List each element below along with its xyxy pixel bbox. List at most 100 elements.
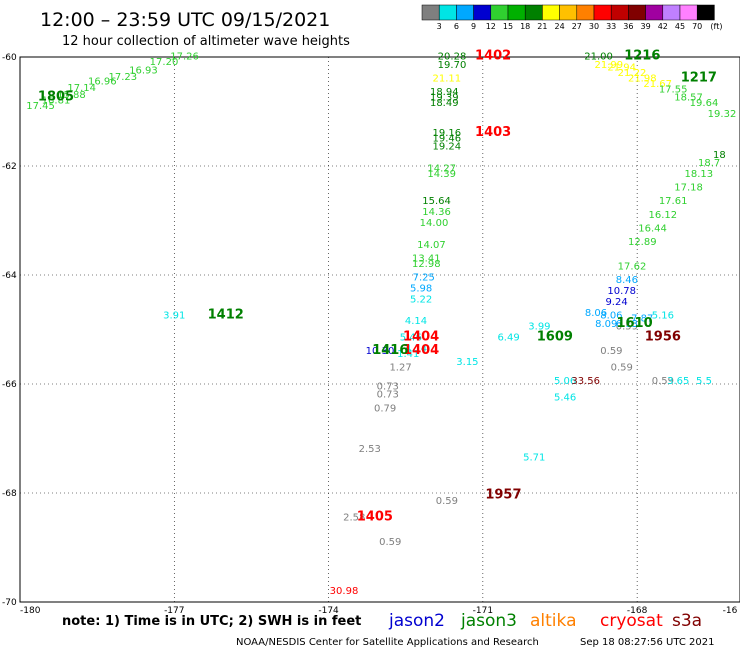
wave-height-value: 19.16	[433, 128, 462, 139]
colorbar-label: 45	[675, 22, 685, 31]
colorbar-label: 42	[658, 22, 668, 31]
colorbar-label: 18	[520, 22, 530, 31]
y-tick-label: -60	[2, 53, 17, 63]
satellite-legend-s3a: s3a	[672, 611, 702, 631]
wave-height-value: 14.27	[427, 163, 456, 174]
colorbar-swatch	[645, 4, 664, 21]
wave-height-value: 10.78	[607, 286, 636, 297]
wave-height-value: 3.65	[667, 376, 689, 387]
colorbar-swatch	[593, 4, 612, 21]
wave-height-value: 30.98	[330, 586, 359, 597]
wave-height-value: 16.44	[638, 223, 667, 234]
wave-height-value: 5.98	[410, 283, 432, 294]
wave-height-value: 21.99	[595, 60, 624, 71]
wave-height-value: 18.94	[430, 87, 459, 98]
wave-height-value: 10.30	[366, 346, 395, 357]
y-tick-label: -68	[2, 489, 17, 499]
colorbar-label: 12	[486, 22, 496, 31]
satellite-legend-altika: altika	[530, 611, 577, 631]
wave-height-value: 17.14	[67, 83, 96, 94]
pass-time-label: 1609	[537, 329, 573, 344]
colorbar-swatch	[456, 4, 474, 21]
wave-height-value: 21.22	[618, 68, 647, 79]
colorbar-label: 24	[555, 22, 565, 31]
wave-height-value: 16.81	[42, 95, 71, 106]
wave-height-value: 17.18	[674, 183, 703, 194]
pass-time-label: 1416	[372, 343, 408, 358]
wave-height-value: 6.49	[497, 332, 519, 343]
wave-height-value: 14.36	[422, 207, 451, 218]
pass-time-label: 1957	[485, 487, 521, 502]
colorbar-label: 70	[692, 22, 702, 31]
wave-height-value: 2.53	[359, 444, 381, 455]
satellite-legend: jason2 jason3 altika cryosat s3a	[388, 611, 702, 631]
wave-height-labels: 17.2617.2016.9317.2316.9617.1415.8816.81…	[26, 52, 736, 597]
wave-height-value: 16.93	[129, 65, 158, 76]
x-tick-label: -177	[164, 606, 184, 616]
wave-height-value: 0.59	[436, 496, 458, 507]
plot-frame	[19, 56, 740, 603]
chart-title: 12:00 – 23:59 UTC 09/15/2021	[40, 9, 330, 31]
x-tick-label: -16	[723, 606, 738, 616]
x-tick-label: -180	[20, 606, 41, 616]
colorbar-swatch	[628, 4, 646, 21]
wave-height-value: 33.56	[571, 376, 600, 387]
wave-height-value: 13.41	[412, 253, 441, 264]
wave-height-value: 5.06	[554, 376, 576, 387]
wave-height-value: 17.26	[170, 52, 199, 63]
wave-height-value: 12.98	[412, 259, 441, 270]
colorbar-label: 3	[437, 22, 442, 31]
wave-height-value: 19.39	[430, 93, 459, 104]
wave-height-value: 14.07	[417, 240, 446, 251]
wave-height-value: 7.25	[413, 272, 435, 283]
colorbar-label: 36	[623, 22, 633, 31]
colorbar-swatch	[679, 4, 698, 21]
wave-height-value: 1.41	[397, 349, 419, 360]
wave-height-value: 20.28	[438, 52, 467, 63]
wave-height-value: 0.59	[652, 376, 674, 387]
wave-height-value: 4.14	[405, 343, 427, 354]
wave-height-value: 21.00	[584, 52, 613, 63]
x-tick-label: -171	[473, 606, 493, 616]
satellite-legend-jason3: jason3	[460, 611, 517, 631]
colorbar-swatch	[559, 4, 578, 21]
wave-height-value: 3.99	[528, 322, 550, 333]
colorbar-swatch	[576, 4, 595, 21]
colorbar-label: 27	[572, 22, 582, 31]
wave-height-value: 5.16	[652, 311, 674, 322]
colorbar-swatch	[610, 4, 629, 21]
colorbar-swatch	[542, 4, 560, 21]
wave-height-value: 0.59	[616, 322, 638, 333]
wave-height-value: 0.73	[377, 381, 399, 392]
x-tick-label: -168	[627, 606, 648, 616]
wave-height-value: 5.5	[696, 376, 712, 387]
satellite-legend-jason2: jason2	[388, 611, 445, 631]
wave-height-value: 2.58	[343, 512, 365, 523]
wave-height-value: 9.24	[605, 297, 627, 308]
wave-height-value: 12.89	[628, 237, 657, 248]
pass-time-label: 1610	[616, 316, 652, 331]
wave-height-value: 3.15	[456, 357, 478, 368]
wave-height-value: 19.46	[433, 133, 462, 144]
wave-height-value: 18.49	[430, 98, 459, 109]
credit-line: NOAA/NESDIS Center for Satellite Applica…	[236, 637, 539, 648]
colorbar-swatch	[490, 4, 509, 21]
wave-height-value: 16.12	[649, 210, 678, 221]
pass-time-label: 1404	[403, 343, 439, 358]
wave-height-value: 17.45	[26, 101, 55, 112]
pass-time-label: 1805	[38, 90, 74, 105]
wave-height-value: 15.88	[57, 90, 86, 101]
wave-height-value: 5.22	[410, 294, 432, 305]
colorbar-swatch	[662, 4, 681, 21]
footer-note: note: 1) Time is in UTC; 2) SWH is in fe…	[62, 614, 361, 629]
wave-height-value: 19.64	[690, 98, 719, 109]
colorbar-label: 39	[641, 22, 651, 31]
wave-height-value: 21.94	[607, 63, 636, 74]
wave-height-value: 7.87	[631, 313, 653, 324]
wave-height-value: 18.7	[698, 158, 720, 169]
colorbar-swatch	[524, 4, 543, 21]
wave-height-value: 1.27	[389, 362, 411, 373]
wave-height-value: 17.20	[150, 57, 179, 68]
